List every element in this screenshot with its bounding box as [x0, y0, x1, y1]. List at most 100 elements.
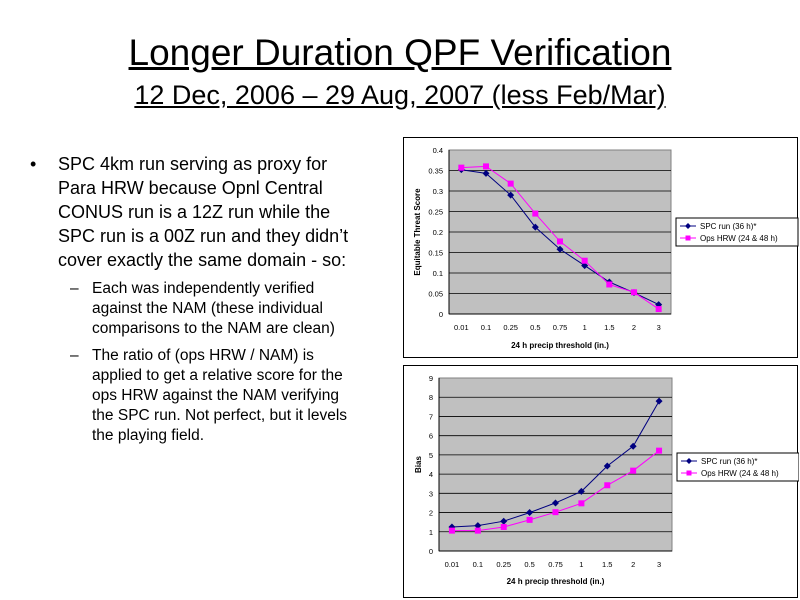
main-bullet-line: CONUS run is a 12Z run while the	[58, 202, 331, 222]
bias-y-tick-label: 3	[429, 489, 433, 498]
bias-series-2-point	[526, 516, 533, 523]
bias-y-tick-label: 2	[429, 509, 433, 518]
main-bullet-line: Para HRW because Opnl Central	[58, 178, 323, 198]
ets-y-axis-label: Equitable Threat Score	[413, 188, 422, 276]
ets-y-tick-label: 0.15	[428, 249, 443, 258]
slide-header: Longer Duration QPF Verification 12 Dec,…	[0, 30, 800, 112]
ets-y-tick-label: 0.05	[428, 290, 443, 299]
bias-y-tick-label: 8	[429, 393, 433, 402]
sub-bullet-line: the SPC run. Not perfect, but it levels	[92, 407, 348, 424]
ets-x-axis-label: 24 h precip threshold (in.)	[511, 341, 609, 350]
ets-y-tick-label: 0.25	[428, 208, 443, 217]
ets-x-tick-label: 0.25	[503, 323, 518, 332]
ets-y-tick-label: 0.1	[433, 269, 443, 278]
bias-legend-marker-icon	[686, 470, 692, 476]
bias-y-tick-label: 4	[429, 470, 433, 479]
bias-x-tick-label: 1	[579, 560, 583, 569]
ets-series-2-point	[655, 306, 662, 313]
bias-x-tick-label: 0.01	[445, 560, 460, 569]
bias-x-tick-label: 1.5	[602, 560, 612, 569]
bias-y-tick-label: 1	[429, 528, 433, 537]
sub-bullet-text: The ratio of (ops HRW / NAM) is applied …	[92, 346, 347, 446]
bullet-dot-icon: •	[30, 154, 37, 174]
bias-x-tick-label: 0.75	[548, 560, 563, 569]
bullet-list: • SPC 4km run serving as proxy for Para …	[30, 152, 382, 446]
main-bullet-line: SPC run is a 00Z run and they didn’t	[58, 226, 349, 246]
ets-chart: 0 0.05 0.1 0.15 0.2 0.25 0.3 0.35 0.4 0.01 0.1 0.25…	[403, 137, 799, 358]
slide-title: Longer Duration QPF Verification	[128, 32, 672, 73]
ets-y-tick-label: 0	[439, 310, 443, 319]
bias-legend-entry: Ops HRW (24 & 48 h)	[701, 469, 779, 478]
bias-x-tick-label: 0.5	[524, 560, 534, 569]
ets-series-2-point	[458, 164, 465, 171]
ets-x-tick-label: 1	[583, 323, 587, 332]
bias-series-1-point	[552, 499, 559, 507]
ets-series-2-point	[532, 210, 539, 217]
bias-series-1-point	[603, 462, 611, 470]
ets-y-tick-label: 0.35	[428, 167, 443, 176]
ets-x-tick-label: 0.01	[454, 323, 469, 332]
bias-x-tick-label: 2	[631, 560, 635, 569]
sub-bullet-line: ops HRW against the NAM verifying	[92, 387, 339, 404]
sub-bullet-dash-icon: –	[70, 280, 79, 297]
bias-y-axis-label: Bias	[414, 456, 423, 473]
sub-bullet-line: against the NAM (these individual	[92, 300, 323, 317]
bias-series-2-point	[448, 527, 455, 534]
sub-bullet-dash-icon: –	[70, 347, 79, 364]
ets-series-2-point	[483, 163, 489, 170]
ets-series-2-point	[507, 180, 514, 187]
bias-x-tick-label: 0.25	[496, 560, 511, 569]
sub-bullet-line: The ratio of (ops HRW / NAM) is	[92, 347, 314, 364]
bias-x-tick-label: 0.1	[473, 560, 483, 569]
ets-x-tick-label: 1.5	[604, 323, 614, 332]
bias-y-tick-label: 7	[429, 412, 433, 421]
bias-chart: 0 1 2 3 4 5 6 7 8 9 0.01 0.1 0.25 0.5 0.75 1 1.5 2 3 24 h p…	[403, 365, 799, 598]
sub-bullet-line: the playing field.	[92, 427, 205, 444]
slide-subtitle: 12 Dec, 2006 – 29 Aug, 2007 (less Feb/Ma…	[134, 80, 666, 110]
bias-chart-svg: 0 1 2 3 4 5 6 7 8 9 0.01 0.1 0.25 0.5 0.75 1 1.5 2 3 24 h p…	[414, 374, 799, 586]
ets-legend-entry: SPC run (36 h)*	[700, 222, 756, 231]
ets-x-tick-label: 0.1	[481, 323, 491, 332]
bias-legend-entry: SPC run (36 h)*	[701, 457, 757, 466]
ets-series-1-point	[507, 191, 515, 199]
bias-series-1-point	[500, 517, 508, 525]
ets-legend-entry: Ops HRW (24 & 48 h)	[700, 234, 778, 243]
ets-series-1-point	[531, 223, 539, 231]
ets-series-1-point	[556, 245, 564, 253]
ets-x-tick-label: 0.75	[553, 323, 568, 332]
ets-y-tick-label: 0.3	[433, 187, 443, 196]
ets-x-tick-label: 2	[632, 323, 636, 332]
ets-series-1-point	[581, 262, 589, 270]
bias-series-2-point	[500, 523, 507, 530]
bias-series-2-point	[578, 500, 585, 507]
ets-x-tick-label: 0.5	[530, 323, 540, 332]
sub-bullet-line: comparisons to the NAM are clean)	[92, 320, 335, 337]
bias-series-1-point	[655, 397, 663, 405]
bias-legend-marker-icon	[686, 458, 692, 464]
bias-x-tick-label: 3	[657, 560, 661, 569]
ets-x-tick-label: 3	[657, 323, 661, 332]
sub-bullet-1: – Each was independently verified agains…	[70, 279, 382, 339]
main-bullet-line: cover exactly the same domain - so:	[58, 250, 347, 270]
main-bullet: • SPC 4km run serving as proxy for Para …	[30, 152, 382, 272]
bias-y-tick-label: 9	[429, 374, 433, 383]
bias-y-tick-label: 0	[429, 547, 433, 556]
ets-y-tick-label: 0.4	[433, 146, 443, 155]
sub-bullet-2: – The ratio of (ops HRW / NAM) is applie…	[70, 346, 382, 446]
sub-bullet-text: Each was independently verified against …	[92, 279, 335, 339]
bias-series-1-point	[577, 487, 585, 495]
ets-series-1-point	[482, 169, 490, 177]
ets-series-2-point	[631, 289, 637, 296]
ets-y-tick-label: 0.2	[433, 228, 443, 237]
bias-plot-area	[438, 377, 673, 552]
ets-chart-svg: 0 0.05 0.1 0.15 0.2 0.25 0.3 0.35 0.4 0.01 0.1 0.25…	[413, 146, 799, 350]
bias-series-1-point	[629, 442, 637, 450]
bias-y-tick-label: 5	[429, 451, 433, 460]
bias-y-tick-label: 6	[429, 432, 433, 441]
bias-series-1-point	[526, 509, 534, 517]
ets-legend-marker-icon	[685, 223, 691, 229]
main-bullet-line: SPC 4km run serving as proxy for	[58, 154, 328, 174]
ets-legend-marker-icon	[685, 235, 691, 241]
bias-series-2-point	[552, 509, 559, 516]
bias-series-2-point	[474, 527, 481, 534]
